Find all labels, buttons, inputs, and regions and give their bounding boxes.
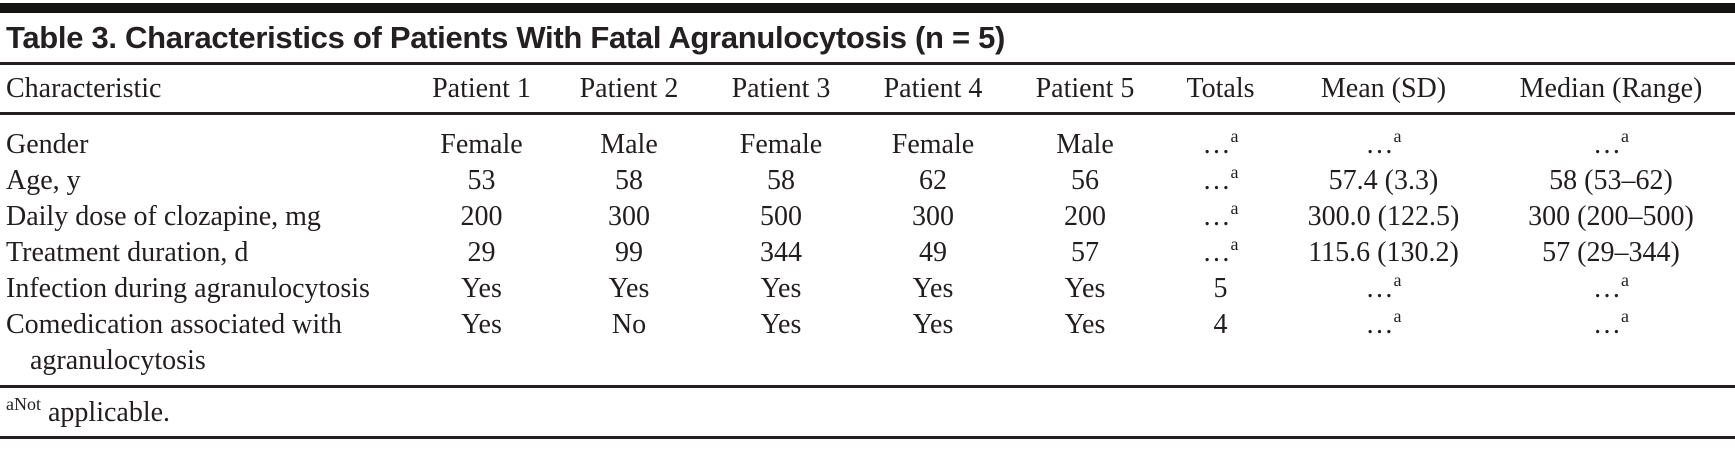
row-label-cell: Comedication associated with agranulocyt…: [6, 309, 342, 376]
row-label-cell: Age, y: [6, 165, 81, 196]
value-cell: 4: [1213, 309, 1228, 340]
table-row-infection: Infection during agranulocytosis Yes Yes…: [0, 271, 1735, 307]
table-row-daily-dose: Daily dose of clozapine, mg 200 300 500 …: [0, 199, 1735, 235]
value-cell: 344: [760, 237, 802, 268]
value-cell: …a: [1365, 269, 1402, 304]
value-cell: 200: [1064, 201, 1106, 232]
value-cell: Yes: [912, 273, 954, 304]
table-footnote: aNot applicable.: [6, 393, 171, 428]
value-cell: Female: [891, 129, 975, 160]
value-cell: Female: [739, 129, 823, 160]
table-title: Table 3. Characteristics of Patients Wit…: [6, 20, 1006, 55]
column-header-patient-5: Patient 5: [1009, 65, 1161, 115]
table-row-age: Age, y 53 58 58 62 56 …a 57.4 (3.3) 58 (…: [0, 163, 1735, 199]
footnote-top-rule: [0, 385, 1735, 388]
value-cell: Yes: [461, 273, 502, 304]
value-cell: 53: [467, 165, 496, 196]
bottom-rule: [0, 436, 1735, 439]
table-top-bar: [0, 3, 1735, 13]
value-cell: 58: [615, 165, 643, 196]
value-cell: 57 (29–344): [1542, 237, 1680, 268]
value-cell: …a: [1365, 305, 1402, 340]
value-cell: 58 (53–62): [1549, 165, 1673, 196]
column-header-patient-1: Patient 1: [410, 65, 553, 115]
value-cell: Yes: [1064, 309, 1106, 340]
value-cell: 300: [608, 201, 650, 232]
value-cell: 5: [1213, 273, 1228, 304]
patients-table: Characteristic Patient 1 Patient 2 Patie…: [0, 65, 1735, 385]
value-cell: 200: [460, 201, 503, 232]
table-row-gender: Gender Female Male Female Female Male …a…: [0, 114, 1735, 164]
table-row-comedication: Comedication associated with agranulocyt…: [0, 307, 1735, 385]
column-header-characteristic: Characteristic: [0, 65, 410, 115]
row-label-cell: Treatment duration, d: [6, 237, 249, 268]
column-header-patient-2: Patient 2: [553, 65, 705, 115]
table-row-treatment-duration: Treatment duration, d 29 99 344 49 57 …a…: [0, 235, 1735, 271]
header-row: Characteristic Patient 1 Patient 2 Patie…: [0, 65, 1735, 115]
value-cell: Yes: [912, 309, 954, 340]
value-cell: Yes: [760, 309, 802, 340]
value-cell: Male: [600, 129, 658, 160]
column-header-patient-4: Patient 4: [857, 65, 1009, 115]
row-label-cell: Infection during agranulocytosis: [6, 273, 370, 304]
value-cell: Yes: [760, 273, 802, 304]
value-cell: 300: [912, 201, 954, 232]
value-cell: …a: [1202, 125, 1239, 160]
value-cell: 500: [760, 201, 802, 232]
value-cell: …a: [1365, 125, 1402, 160]
value-cell: Yes: [461, 309, 502, 340]
value-cell: …a: [1593, 269, 1629, 304]
value-cell: 29: [467, 237, 496, 268]
title-rule: [0, 62, 1735, 65]
value-cell: 58: [767, 165, 795, 196]
row-label-cell: Gender: [6, 129, 89, 160]
value-cell: 300 (200–500): [1528, 201, 1694, 232]
value-cell: Yes: [1064, 273, 1106, 304]
column-header-totals: Totals: [1161, 65, 1280, 115]
value-cell: 99: [615, 237, 643, 268]
value-cell: …a: [1593, 125, 1629, 160]
column-header-mean-sd: Mean (SD): [1280, 65, 1487, 115]
value-cell: …a: [1202, 197, 1239, 232]
value-cell: 56: [1071, 165, 1099, 196]
value-cell: Male: [1056, 129, 1114, 160]
value-cell: Yes: [608, 273, 650, 304]
value-cell: 62: [919, 165, 947, 196]
value-cell: 300.0 (122.5): [1307, 201, 1460, 232]
value-cell: Female: [440, 129, 523, 160]
value-cell: …a: [1593, 305, 1629, 340]
value-cell: 49: [919, 237, 947, 268]
value-cell: …a: [1202, 233, 1239, 268]
column-header-median-range: Median (Range): [1487, 65, 1735, 115]
value-cell: …a: [1202, 161, 1239, 196]
value-cell: No: [611, 309, 647, 340]
row-label-cell: Daily dose of clozapine, mg: [6, 201, 321, 232]
value-cell: 57.4 (3.3): [1328, 165, 1439, 196]
value-cell: 115.6 (130.2): [1308, 237, 1459, 268]
column-header-patient-3: Patient 3: [705, 65, 857, 115]
value-cell: 57: [1071, 237, 1099, 268]
